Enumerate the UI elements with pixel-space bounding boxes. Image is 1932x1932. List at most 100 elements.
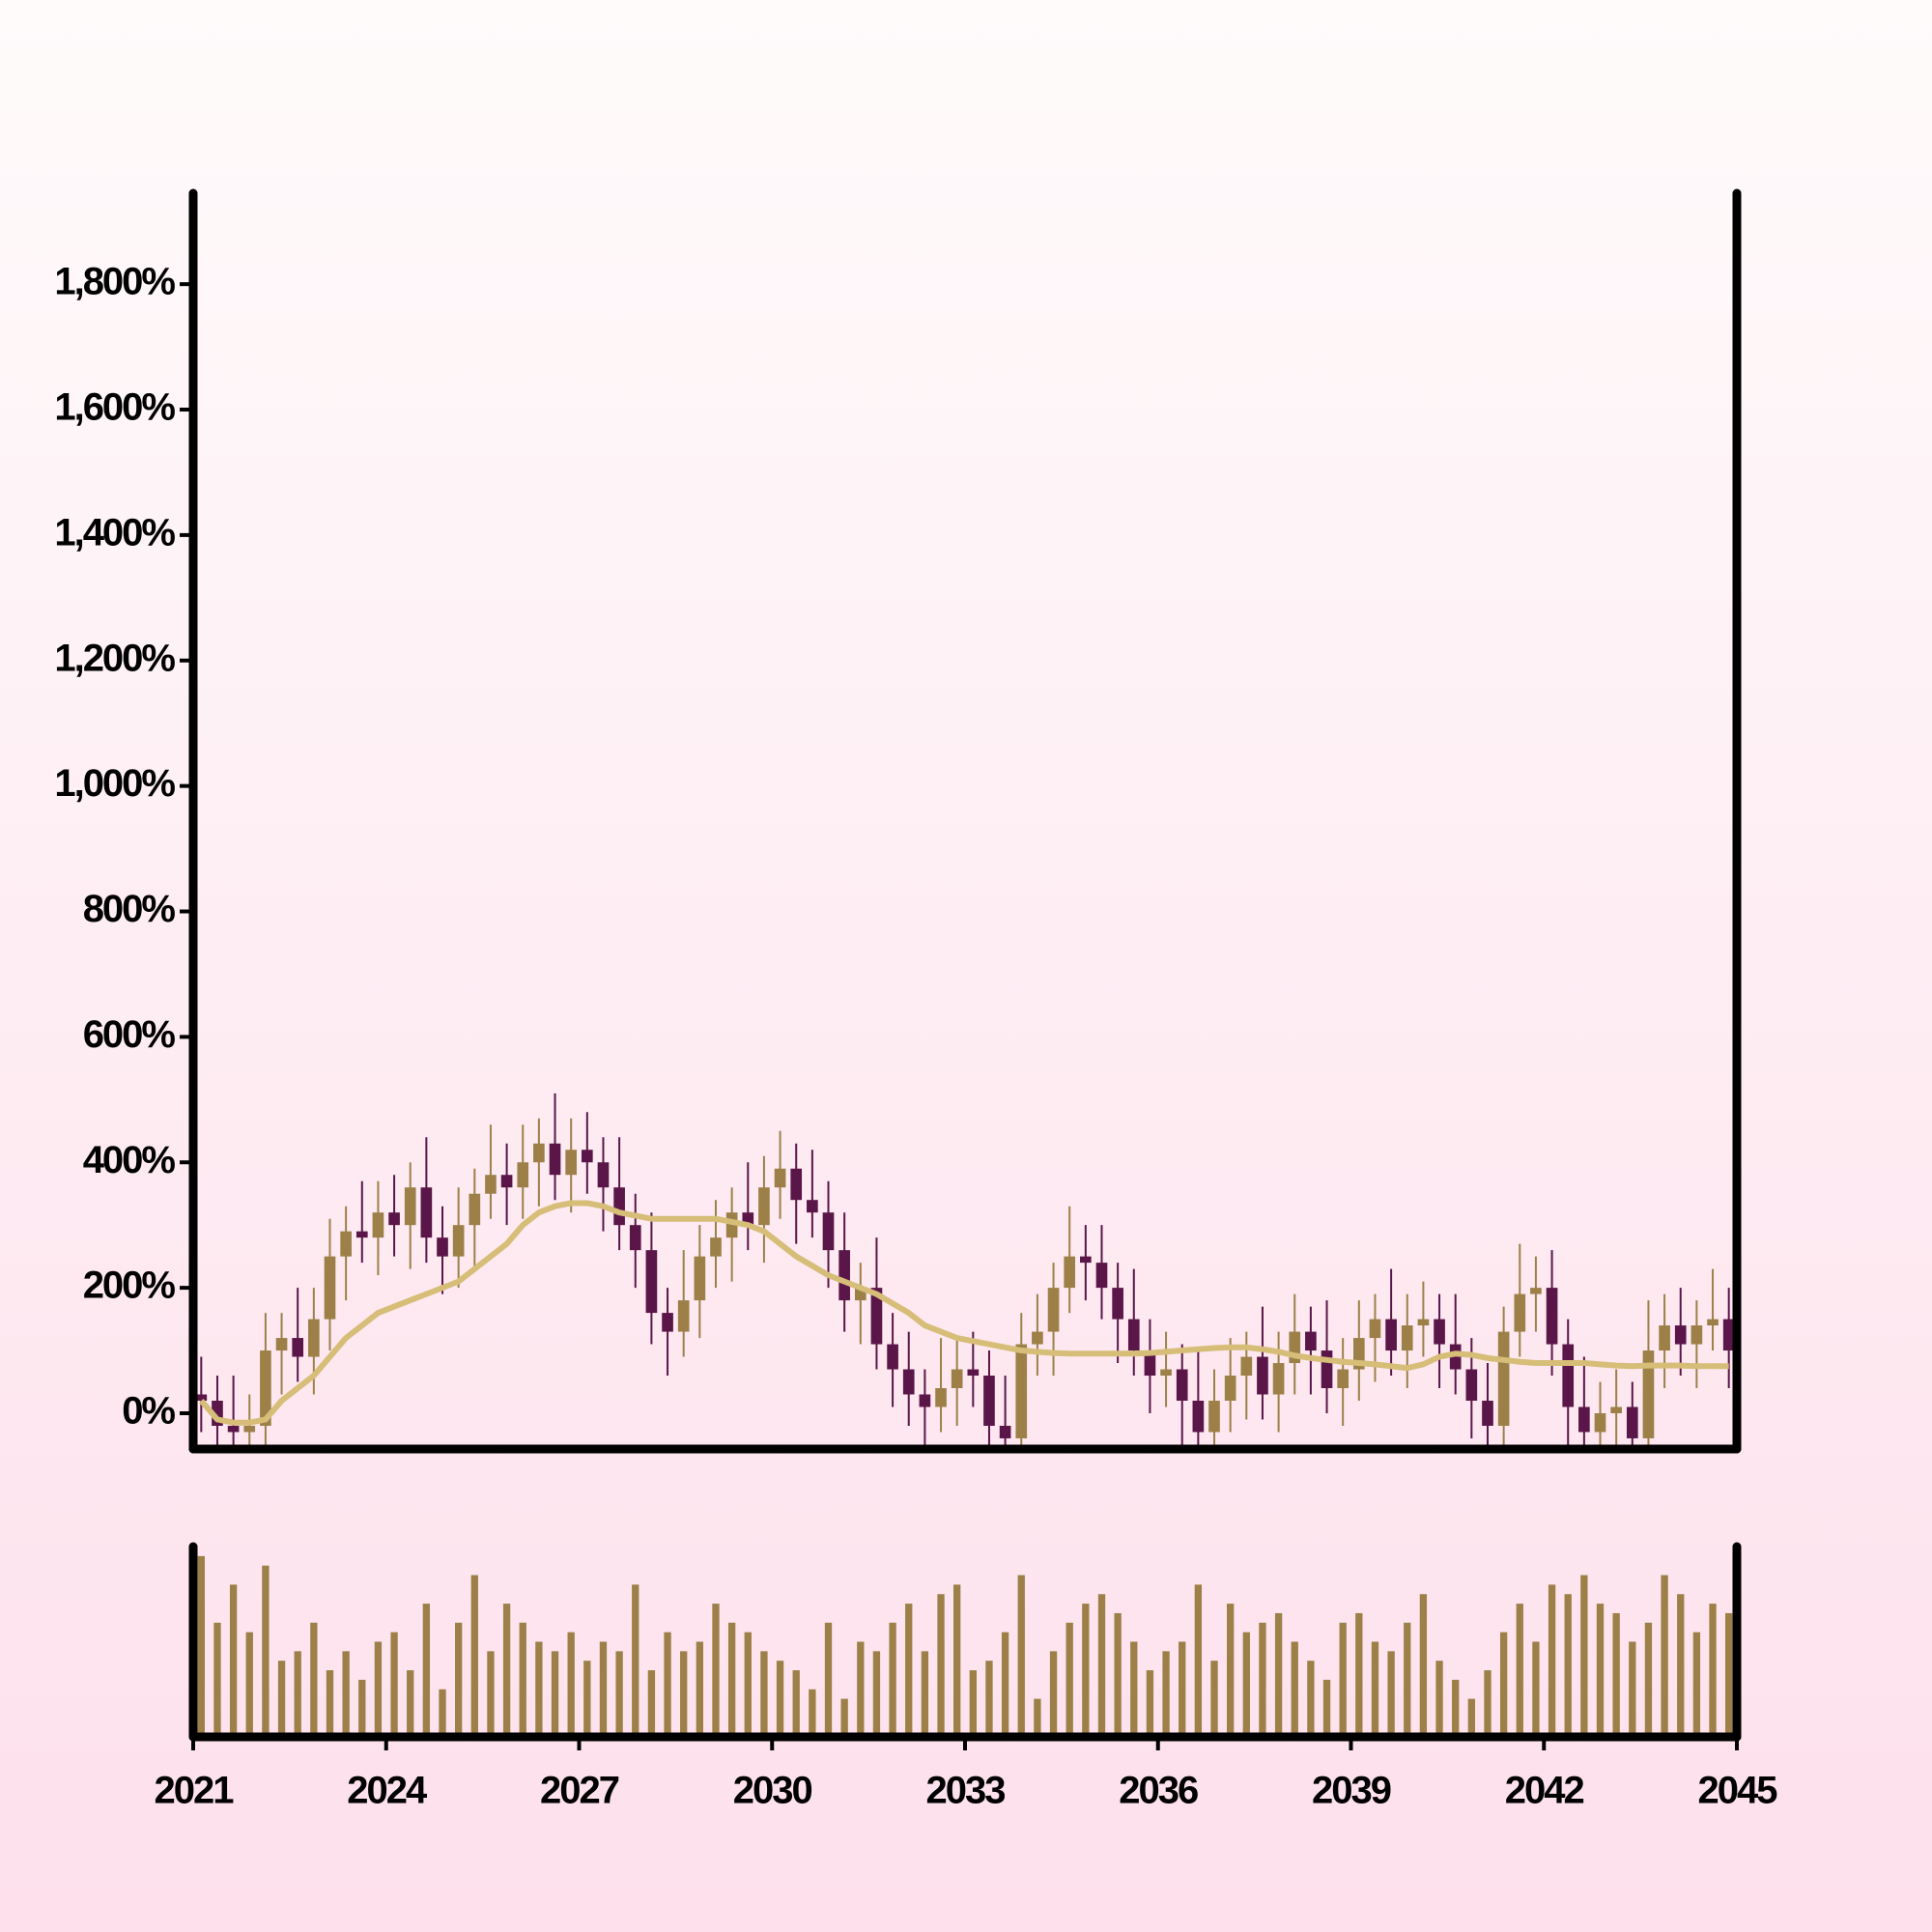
candle-body	[1272, 1363, 1285, 1395]
x-tick-label: 2027	[540, 1770, 619, 1812]
candle-body	[790, 1168, 803, 1201]
volume-bar	[1629, 1641, 1636, 1737]
candle-body	[951, 1369, 963, 1389]
candle-body	[1385, 1319, 1397, 1351]
volume-bar	[727, 1622, 736, 1737]
candle-body	[1337, 1369, 1350, 1389]
volume-bar	[1322, 1679, 1331, 1737]
candle-body	[1112, 1288, 1123, 1320]
volume-bar	[197, 1555, 205, 1737]
x-tick-label: 2045	[1698, 1770, 1778, 1812]
candle-body	[758, 1187, 770, 1226]
candle-body	[1080, 1256, 1092, 1264]
candle-body	[581, 1150, 593, 1163]
volume-bar	[1419, 1594, 1428, 1737]
volume-bar	[390, 1632, 398, 1737]
candle-body	[195, 1394, 208, 1401]
candle-body	[404, 1187, 416, 1226]
volume-bar	[776, 1661, 784, 1737]
candle-body	[324, 1256, 336, 1320]
candle-body	[1144, 1350, 1156, 1377]
volume-bar	[277, 1661, 286, 1737]
volume-bar	[213, 1622, 221, 1737]
volume-bar	[1725, 1612, 1733, 1737]
volume-bar	[1580, 1575, 1588, 1737]
candle-body	[565, 1150, 578, 1176]
volume-bar	[567, 1632, 575, 1737]
y-tick-label: 1,400%	[54, 511, 175, 554]
candle-body	[485, 1175, 497, 1194]
volume-bar	[840, 1698, 848, 1737]
candle-body	[677, 1300, 690, 1332]
candle-body	[1530, 1288, 1542, 1294]
volume-bar	[1484, 1670, 1492, 1737]
volume-bar	[1644, 1622, 1653, 1737]
volume-bar	[1467, 1698, 1476, 1737]
volume-bar	[519, 1622, 526, 1737]
candle-body	[1160, 1369, 1172, 1377]
y-tick-label: 600%	[83, 1013, 176, 1056]
volume-bar	[583, 1661, 591, 1737]
volume-bar	[535, 1641, 543, 1737]
volume-bar	[1499, 1632, 1508, 1737]
candle-body	[500, 1175, 513, 1188]
volume-bar	[937, 1594, 945, 1737]
candle-body	[854, 1288, 867, 1301]
candle-body	[1417, 1319, 1430, 1326]
volume-bar	[439, 1689, 446, 1737]
candle-body	[227, 1425, 240, 1433]
volume-bar	[1516, 1604, 1523, 1737]
volume-bar	[760, 1651, 768, 1737]
candle-body	[935, 1388, 947, 1407]
volume-bar	[1017, 1575, 1025, 1737]
candle-body	[1434, 1319, 1445, 1345]
volume-bar	[696, 1641, 704, 1737]
candle-body	[613, 1187, 625, 1226]
candle-body	[629, 1225, 641, 1251]
candle-body	[597, 1162, 610, 1188]
volume-bar	[1082, 1604, 1090, 1737]
candle-body	[870, 1288, 883, 1345]
volume-bar	[712, 1604, 720, 1737]
candle-body	[1192, 1401, 1205, 1433]
volume-bar	[1162, 1651, 1170, 1737]
candle-body	[212, 1401, 223, 1426]
volume-bar	[1242, 1632, 1250, 1737]
candle-body	[1707, 1319, 1719, 1326]
volume-bar	[1355, 1612, 1363, 1737]
y-tick-label: 200%	[83, 1264, 176, 1307]
candle-body	[774, 1168, 786, 1188]
candle-body	[919, 1394, 931, 1407]
volume-bar	[1612, 1612, 1620, 1737]
volume-bar	[1564, 1594, 1572, 1737]
volume-bar	[407, 1670, 414, 1737]
candle-body	[1369, 1319, 1381, 1339]
candle-body	[1289, 1331, 1301, 1364]
volume-bar	[1709, 1604, 1717, 1737]
candle-body	[1482, 1401, 1493, 1426]
volume-bar	[1259, 1622, 1266, 1737]
volume-bar	[921, 1651, 929, 1737]
candle-body	[1305, 1331, 1317, 1351]
y-tick-label: 1,600%	[54, 386, 175, 429]
candle-body	[1032, 1331, 1043, 1345]
volume-bar	[1146, 1670, 1154, 1737]
x-tick-label: 2042	[1505, 1770, 1584, 1812]
candle-body	[469, 1193, 481, 1226]
candle-body	[1626, 1406, 1638, 1438]
candle-body	[243, 1425, 256, 1433]
volume-bar	[502, 1604, 511, 1737]
volume-bar	[647, 1670, 656, 1737]
x-tick-label: 2036	[1119, 1770, 1198, 1812]
volume-bar	[857, 1641, 865, 1737]
volume-bar	[809, 1689, 816, 1737]
x-tick-label: 2039	[1312, 1770, 1391, 1812]
volume-bar	[1387, 1651, 1395, 1737]
volume-bar	[294, 1651, 301, 1737]
volume-bar	[889, 1622, 896, 1737]
candle-body	[1208, 1401, 1220, 1433]
candle-body	[372, 1212, 384, 1238]
candle-body	[292, 1338, 304, 1357]
volume-bar	[1291, 1641, 1298, 1737]
